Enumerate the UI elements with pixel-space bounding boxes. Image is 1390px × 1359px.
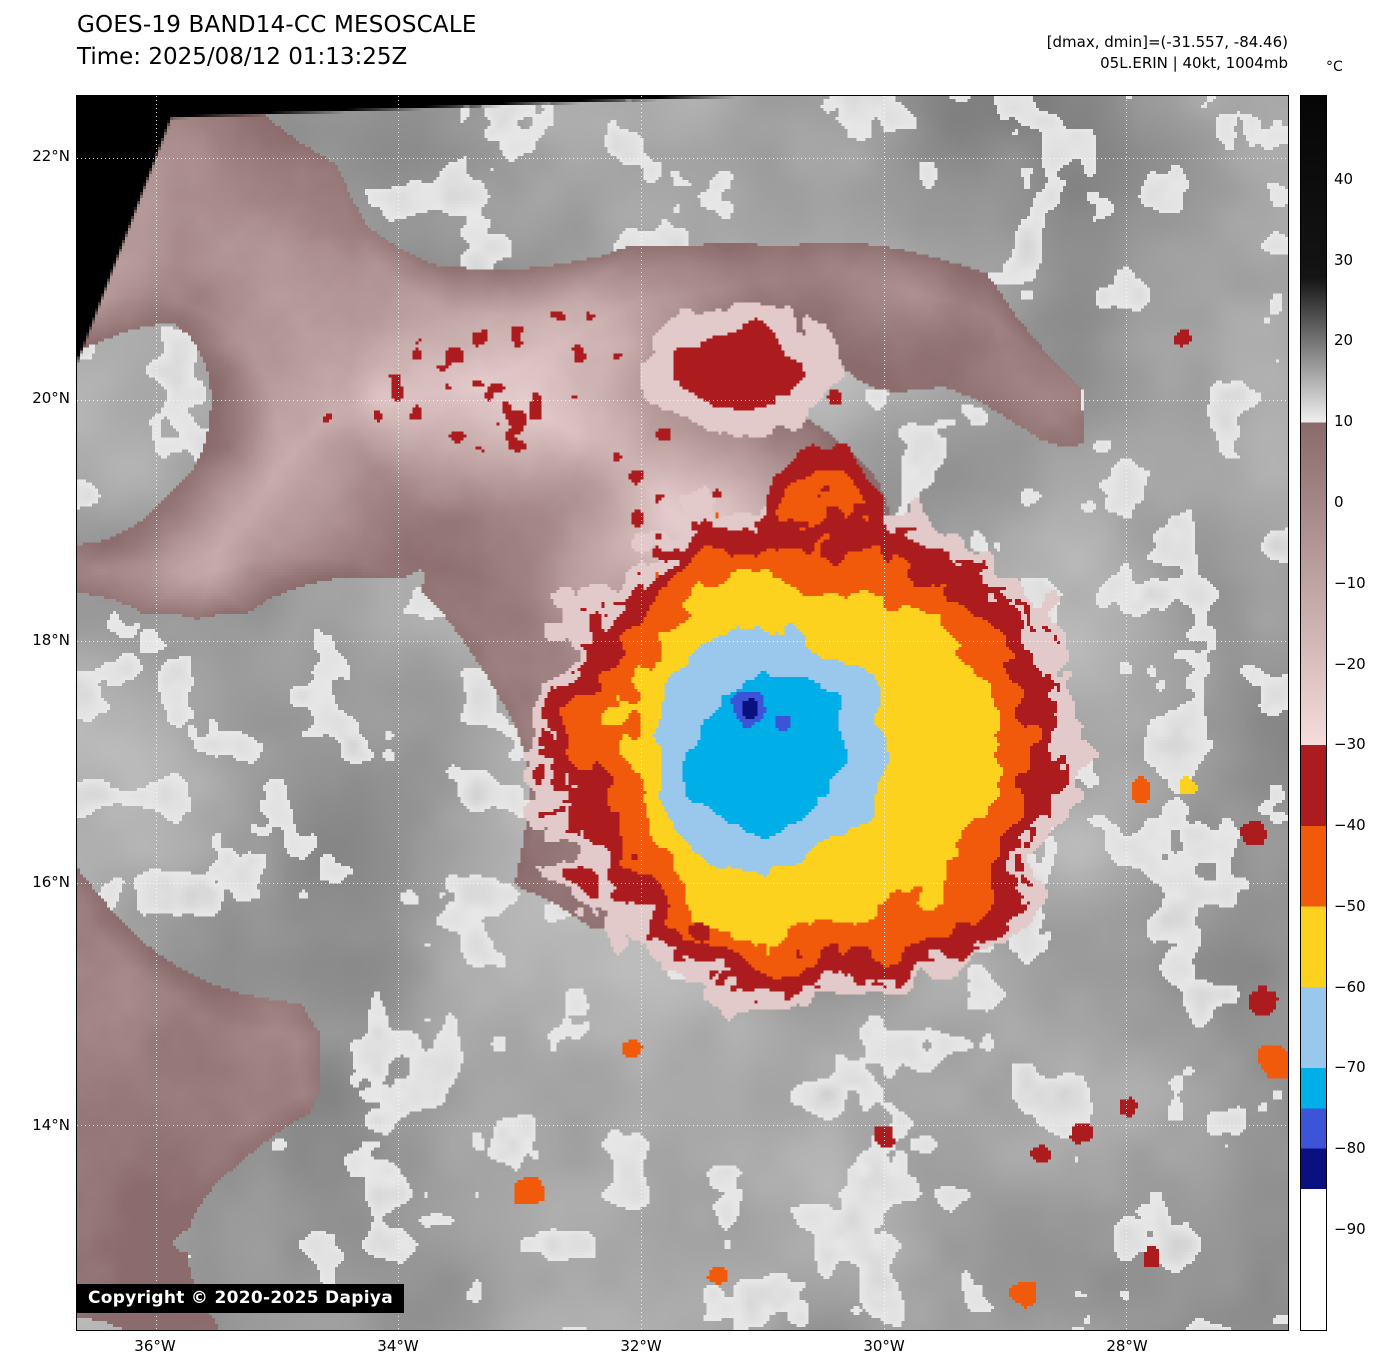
colorbar-tick-label: 40 — [1334, 169, 1354, 188]
colorbar-tick-label: −90 — [1334, 1220, 1366, 1239]
lon-label: 28°W — [1106, 1337, 1148, 1355]
lon-label: 30°W — [863, 1337, 905, 1355]
copyright-badge: Copyright © 2020-2025 Dapiya — [77, 1284, 404, 1313]
colorbar-tick-label: −10 — [1334, 573, 1366, 592]
lat-label: 20°N — [32, 389, 70, 408]
colorbar-unit-label: °C — [1326, 59, 1343, 75]
header-right: [dmax, dmin]=(-31.557, -84.46) 05L.ERIN … — [1047, 32, 1288, 74]
satellite-canvas — [77, 96, 1288, 1330]
colorbar-tick-label: 10 — [1334, 412, 1354, 431]
colorbar-tick-label: −30 — [1334, 735, 1366, 754]
storm-info: 05L.ERIN | 40kt, 1004mb — [1100, 54, 1288, 72]
colorbar-tick-label: −80 — [1334, 1139, 1366, 1158]
colorbar-tick-label: −70 — [1334, 1058, 1366, 1077]
lon-label: 36°W — [134, 1337, 176, 1355]
lat-label: 22°N — [32, 146, 70, 165]
colorbar-tick-label: −20 — [1334, 654, 1366, 673]
colorbar-tick-label: 0 — [1334, 492, 1344, 511]
lon-label: 34°W — [377, 1337, 419, 1355]
satellite-map: Copyright © 2020-2025 Dapiya — [76, 95, 1289, 1331]
colorbar-tick-label: −60 — [1334, 977, 1366, 996]
lon-label: 32°W — [620, 1337, 662, 1355]
lat-label: 16°N — [32, 873, 70, 892]
figure-title: GOES-19 BAND14-CC MESOSCALE — [77, 12, 477, 38]
colorbar-tick-label: −40 — [1334, 816, 1366, 835]
colorbar-tick-label: 30 — [1334, 250, 1354, 269]
colorbar-tick-label: 20 — [1334, 331, 1354, 350]
figure-time: Time: 2025/08/12 01:13:25Z — [77, 44, 408, 70]
dmax-dmin-readout: [dmax, dmin]=(-31.557, -84.46) — [1046, 33, 1288, 51]
lat-label: 14°N — [32, 1115, 70, 1134]
colorbar — [1300, 95, 1327, 1331]
lat-label: 18°N — [32, 630, 70, 649]
colorbar-tick-label: −50 — [1334, 896, 1366, 915]
